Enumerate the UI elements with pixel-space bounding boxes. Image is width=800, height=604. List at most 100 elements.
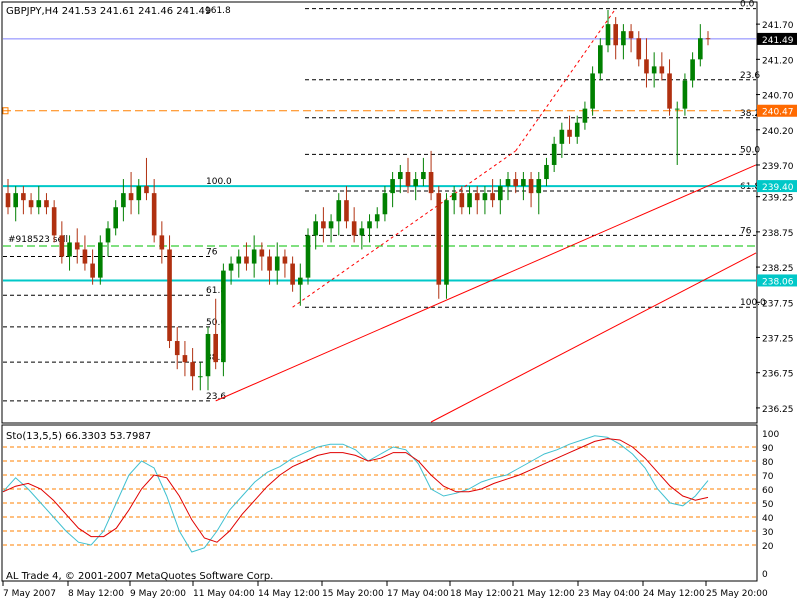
- fib-right-level-label: 0.0: [740, 0, 755, 10]
- candle-body-bull: [221, 270, 226, 363]
- candle-body-bear: [144, 186, 149, 194]
- candle-body-bear: [28, 200, 34, 208]
- candle-body-bear: [351, 221, 357, 236]
- candle-body-bull: [13, 193, 18, 208]
- stochastic-y-tick-label: 0: [762, 570, 768, 580]
- candle-body-bear: [636, 38, 642, 60]
- candle-body-bull: [67, 242, 72, 257]
- main-chart-layer: 0.023.638.250.061.876100.0161.8100.07661…: [2, 0, 766, 423]
- candle-body-bull: [313, 221, 318, 236]
- stochastic-layer: [2, 435, 756, 553]
- candle-body-bull: [674, 108, 680, 110]
- x-tick-label: 8 May 12:00: [68, 589, 124, 599]
- trendline-upper: [215, 164, 757, 402]
- candle-body-bear: [490, 193, 495, 201]
- candle-body-bull: [298, 277, 303, 285]
- stochastic-title: Sto(13,5,5) 66.3303 53.7987: [6, 431, 151, 442]
- candle-body-bull: [498, 186, 503, 201]
- candle-body-bear: [190, 362, 195, 377]
- candle-body-bull: [105, 228, 111, 243]
- x-tick-label: 7 May 2007: [3, 589, 56, 599]
- main-y-tick-label: 237.25: [762, 334, 794, 344]
- candle-body-bear: [436, 193, 442, 285]
- candle-body-bull: [274, 256, 280, 271]
- candle-body-bear: [282, 256, 288, 264]
- indicator-panel-frame: [1, 424, 758, 582]
- candle-body-bear: [174, 341, 180, 356]
- candle-body-bull: [482, 193, 488, 201]
- candle-body-bear: [459, 193, 465, 208]
- candle-body-bull: [521, 179, 526, 187]
- main-y-tick-label: 238.75: [762, 229, 794, 239]
- candle-body-bull: [98, 242, 103, 278]
- x-tick-label: 25 May 20:00: [706, 589, 768, 599]
- candle-body-bull: [359, 228, 365, 236]
- price-label-box: [757, 104, 797, 117]
- stochastic-y-tick-label: 40: [762, 514, 774, 524]
- stochastic-main-line: [2, 435, 709, 553]
- candle-body-bull: [205, 333, 211, 377]
- main-y-tick-label: 236.25: [762, 405, 794, 415]
- fib-left-level-label: 61.8: [206, 286, 226, 296]
- chart-title: GBPJPY,H4 241.53 241.61 241.46 241.49: [6, 6, 211, 17]
- candle-body-bear: [44, 200, 49, 208]
- price-label-text: 239.40: [762, 183, 794, 193]
- candle-body-bull: [421, 172, 426, 180]
- price-label-box: [757, 32, 797, 45]
- x-tick-label: 15 May 20:00: [322, 589, 384, 599]
- candle-body-bull: [374, 214, 380, 222]
- candle-body-bull: [698, 38, 703, 60]
- candle-body-bull: [590, 73, 595, 109]
- stochastic-y-tick-label: 50: [762, 500, 774, 510]
- candle-body-bull: [574, 122, 580, 137]
- axis-layer: 241.70 241.20 240.70 240.20 239.70 239.25 238.…: [2, 21, 797, 599]
- candle-body-bear: [59, 235, 65, 257]
- candle-body-bull: [198, 376, 203, 378]
- trendline-lower: [430, 252, 757, 423]
- fib-left-level-label: 161.8: [205, 6, 231, 16]
- price-label-box: [757, 180, 797, 193]
- candle-body-bull: [121, 193, 126, 208]
- candle-body-bear: [244, 256, 249, 264]
- stochastic-y-tick-label: 60: [762, 486, 774, 496]
- x-tick-label: 11 May 04:00: [193, 589, 255, 599]
- candle-body-bull: [682, 80, 688, 109]
- x-tick-label: 24 May 12:00: [643, 589, 705, 599]
- candle-body-bear: [259, 249, 265, 257]
- candle-body-bear: [667, 73, 672, 109]
- candle-body-bear: [321, 221, 326, 229]
- candle-body-bear: [90, 263, 95, 278]
- candle-body-bear: [613, 24, 618, 46]
- candle-body-bull: [336, 200, 342, 222]
- main-y-tick-label: 241.70: [762, 21, 794, 31]
- open-order-marker: [2, 107, 9, 115]
- candle-body-bull: [136, 186, 142, 201]
- candle-body-bull: [544, 164, 549, 180]
- candle-body-bull: [605, 24, 611, 46]
- candle-body-bear: [290, 263, 295, 285]
- candle-body-bear: [344, 200, 349, 222]
- stochastic-y-tick-label: 90: [762, 444, 774, 454]
- main-y-tick-label: 240.20: [762, 127, 794, 137]
- candle-body-bear: [567, 129, 572, 137]
- main-panel-frame: [1, 1, 758, 424]
- stochastic-y-tick-label: 20: [762, 542, 774, 552]
- candle-body-bull: [251, 249, 257, 264]
- candle-body-bull: [236, 256, 242, 264]
- fib-left-level-label: 23.6: [206, 392, 226, 402]
- price-label-text: 241.49: [762, 36, 794, 46]
- candles-layer: [5, 10, 711, 391]
- candle-body-bear: [182, 355, 188, 363]
- main-y-tick-label: 241.20: [762, 56, 794, 66]
- fib-left-level-label: 100.0: [206, 177, 232, 187]
- candle-body-bull: [113, 207, 118, 229]
- stochastic-y-tick-label: 80: [762, 458, 774, 468]
- candle-body-bull: [467, 193, 472, 208]
- candle-body-bear: [213, 333, 218, 363]
- candle-body-bear: [513, 179, 518, 187]
- stochastic-signal-line: [2, 438, 709, 543]
- main-y-tick-label: 239.25: [762, 194, 794, 204]
- candle-body-bear: [659, 66, 665, 74]
